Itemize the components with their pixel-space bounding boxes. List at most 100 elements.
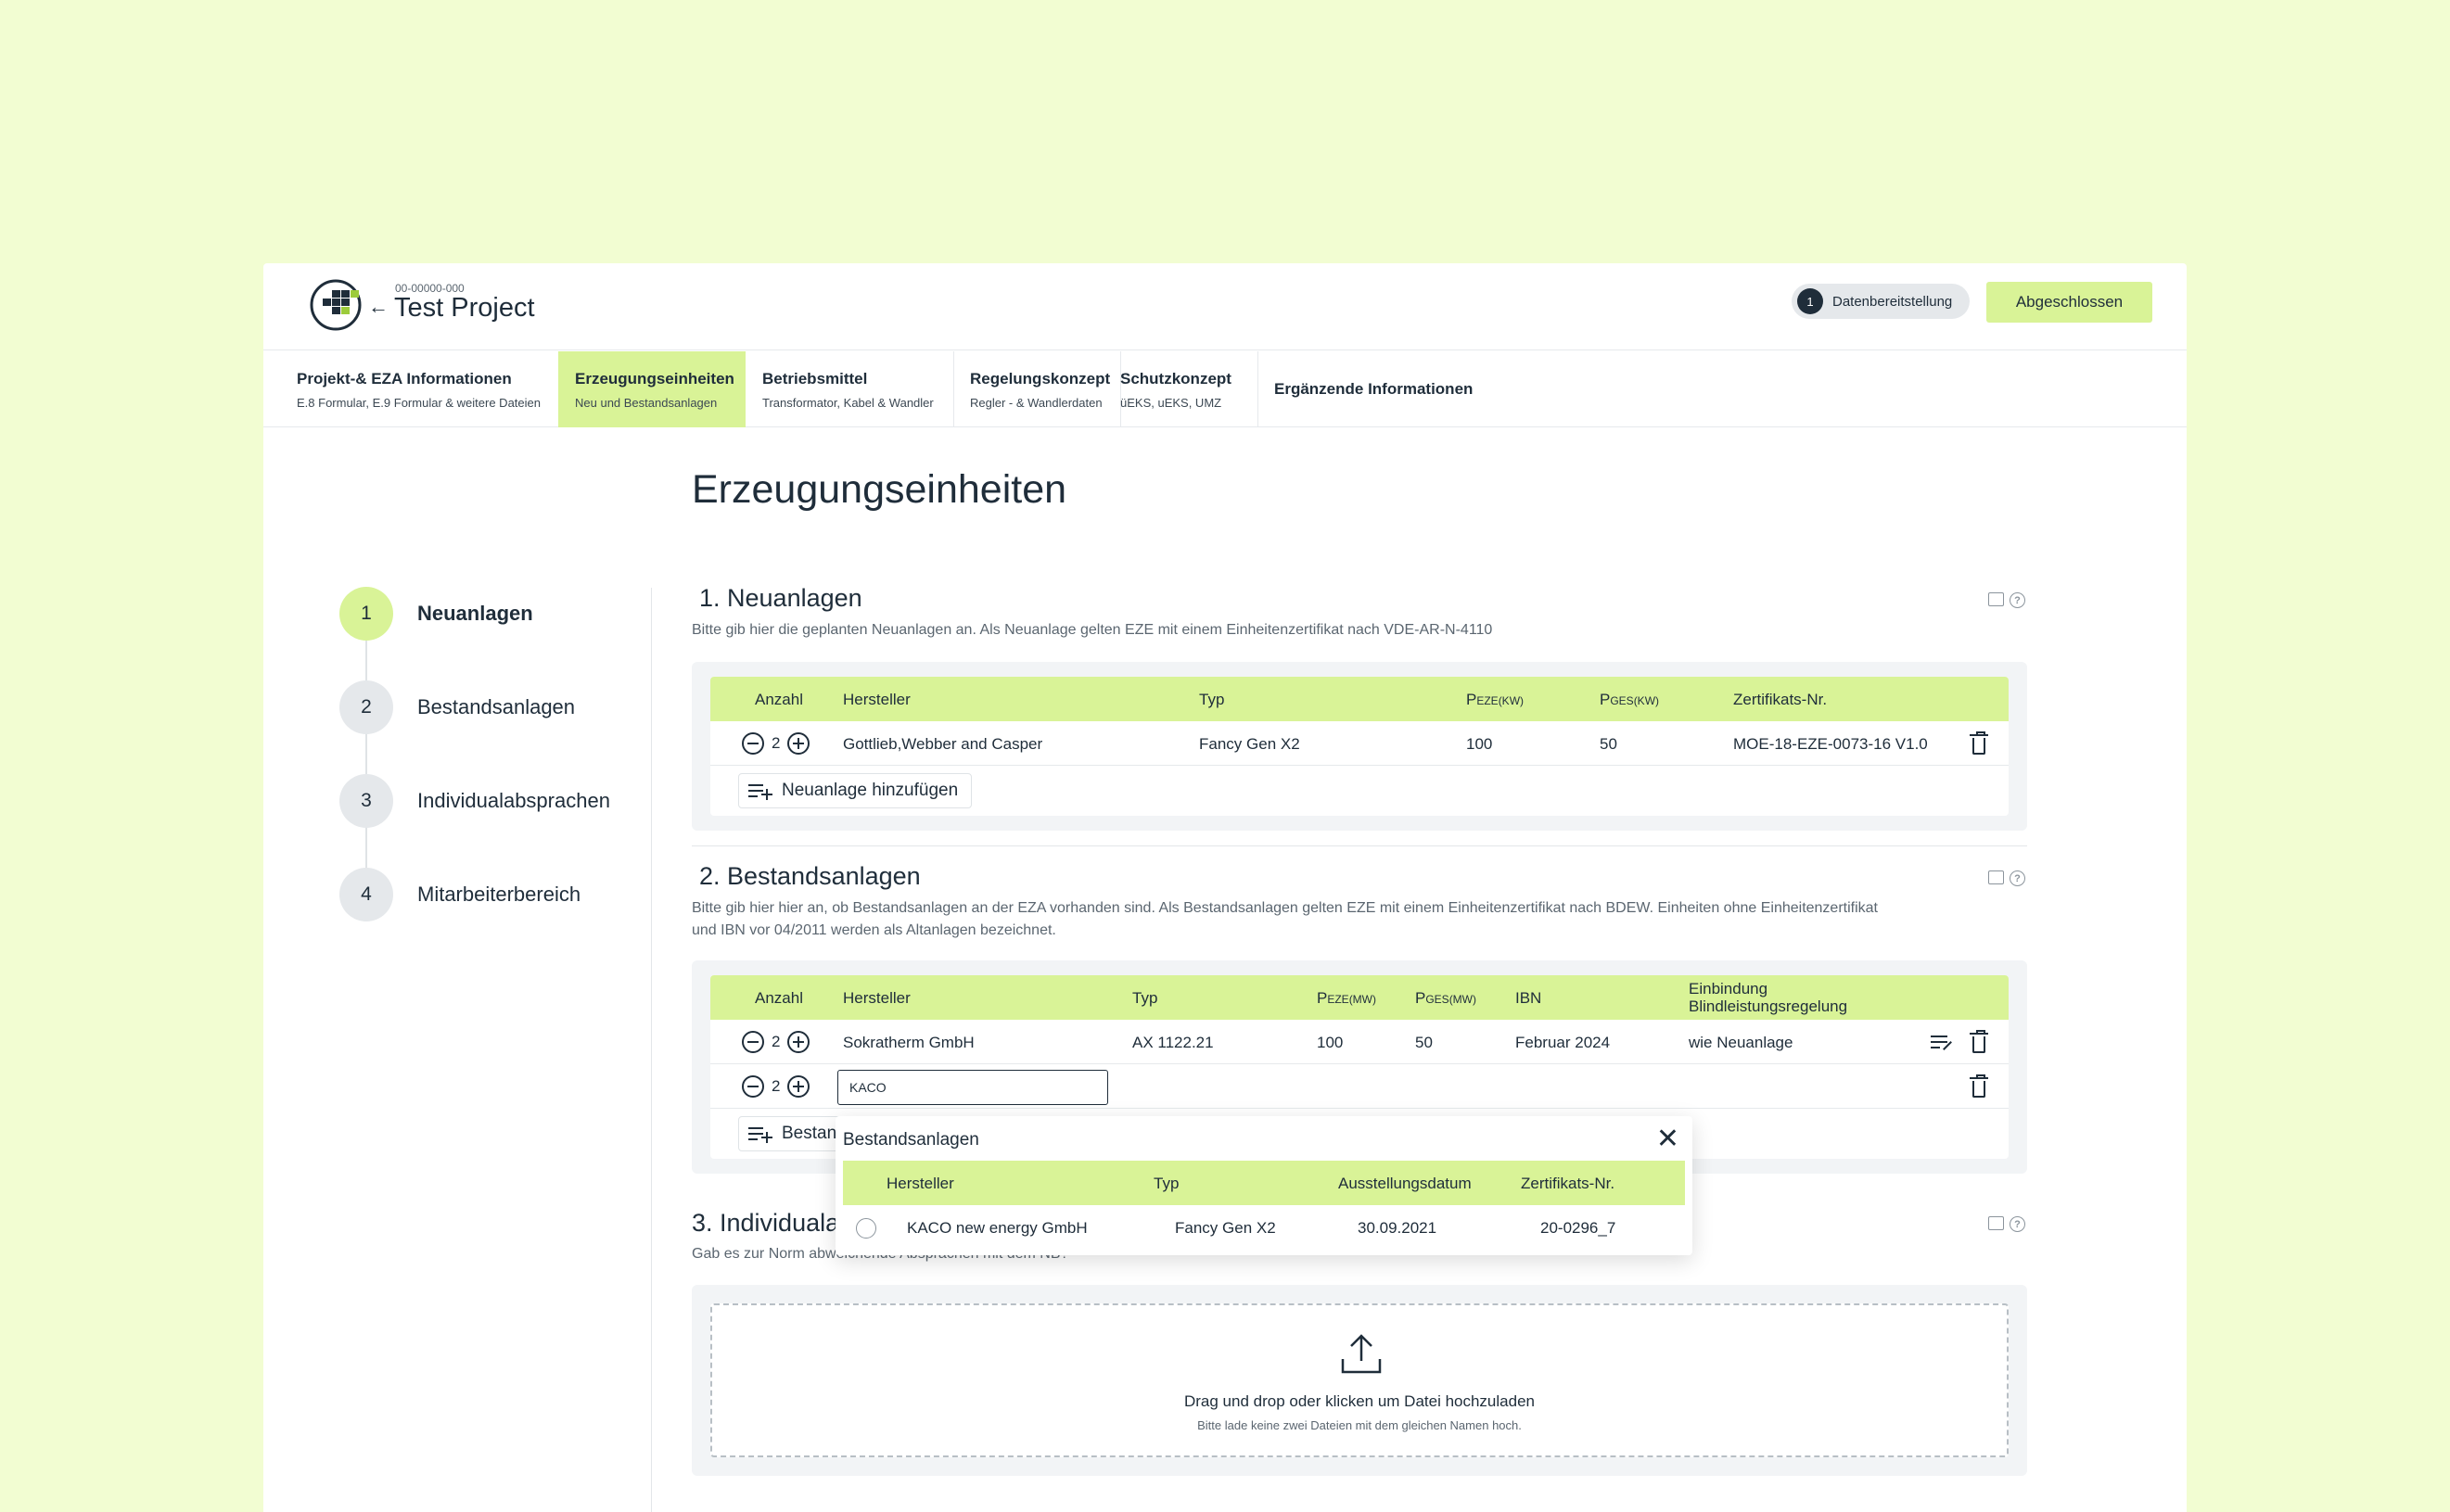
cell-typ: Fancy Gen X2: [1199, 735, 1300, 753]
table-row: 2 Gottlieb,Webber and Casper Fancy Gen X…: [710, 721, 2009, 766]
cell-peze: 100: [1317, 1034, 1344, 1051]
status-label: Datenbereitstellung: [1832, 293, 1953, 310]
step-number: 3: [339, 774, 393, 828]
bestandsanlagen-popup: Bestandsanlagen ✕ Hersteller Typ Ausstel…: [836, 1116, 1692, 1255]
tab-schutzkonzept[interactable]: Schutzkonzept üEKS, uEKS, UMZ: [1120, 351, 1278, 427]
tab-projekt-eza[interactable]: Projekt-& EZA Informationen E.8 Formular…: [263, 351, 558, 427]
step-neuanlagen[interactable]: 1 Neuanlagen: [339, 587, 533, 641]
step-number: 4: [339, 868, 393, 921]
minus-icon[interactable]: [742, 732, 764, 755]
add-button-label: Neuanlage hinzufügen: [782, 781, 959, 800]
minus-icon[interactable]: [742, 1031, 764, 1053]
sidebar-divider: [651, 588, 652, 1512]
help-icon[interactable]: ?: [2010, 592, 2025, 608]
quantity-stepper: 2: [742, 1075, 810, 1098]
step-label: Individualabsprachen: [417, 789, 610, 812]
comment-icon[interactable]: [1988, 870, 2004, 884]
cell-einbindung: wie Neuanlage: [1689, 1034, 1793, 1051]
step-bestandsanlagen[interactable]: 2 Bestandsanlagen: [339, 680, 575, 734]
tab-ergaenzende-informationen[interactable]: Ergänzende Informationen: [1257, 351, 1499, 427]
popup-table-header: Hersteller Typ Ausstellungsdatum Zertifi…: [843, 1161, 1685, 1205]
column-header: Hersteller: [843, 989, 911, 1007]
completed-button[interactable]: Abgeschlossen: [1986, 282, 2152, 323]
section-description-neuanlagen: Bitte gib hier die geplanten Neuanlagen …: [692, 622, 1493, 638]
column-header: Anzahl: [755, 989, 803, 1007]
section-actions: ?: [1988, 870, 2029, 889]
edit-list-icon[interactable]: [1931, 1034, 1953, 1050]
tab-betriebsmittel[interactable]: Betriebsmittel Transformator, Kabel & Wa…: [746, 351, 953, 427]
help-icon[interactable]: ?: [2010, 870, 2025, 886]
popup-result-row[interactable]: KACO new energy GmbH Fancy Gen X2 30.09.…: [843, 1205, 1685, 1250]
hersteller-search-input[interactable]: [837, 1070, 1108, 1105]
cell-hersteller: KACO new energy GmbH: [907, 1219, 1088, 1237]
tab-separator: [953, 351, 954, 427]
description-line: Bitte gib hier hier an, ob Bestandsanlag…: [692, 900, 1878, 916]
add-list-icon: [748, 782, 772, 800]
comment-icon[interactable]: [1988, 1216, 2004, 1230]
file-dropzone[interactable]: Drag und drop oder klicken um Datei hoch…: [710, 1303, 2009, 1457]
comment-icon[interactable]: [1988, 592, 2004, 606]
upload-instruction: Drag und drop oder klicken um Datei hoch…: [1183, 1392, 1535, 1410]
quantity-stepper: 2: [742, 732, 810, 755]
plus-icon[interactable]: [787, 1031, 810, 1053]
step-mitarbeiterbereich[interactable]: 4 Mitarbeiterbereich: [339, 868, 581, 921]
step-label: Bestandsanlagen: [417, 695, 576, 718]
step-label: Neuanlagen: [417, 602, 533, 625]
column-header: Typ: [1132, 989, 1158, 1007]
column-header-einbindung: Einbindung Blindleistungsregelung: [1689, 980, 1848, 1015]
popup-title: Bestandsanlagen: [843, 1130, 979, 1150]
minus-icon[interactable]: [742, 1075, 764, 1098]
cell-pges: 50: [1600, 735, 1617, 753]
tab-subtitle: Transformator, Kabel & Wandler: [762, 396, 934, 410]
cell-zertifikat: MOE-18-EZE-0073-16 V1.0: [1733, 735, 1928, 753]
step-label: Mitarbeiterbereich: [417, 883, 581, 906]
stepper-line: [365, 634, 367, 912]
plus-icon[interactable]: [787, 732, 810, 755]
column-header: Typ: [1199, 691, 1225, 708]
plus-icon[interactable]: [787, 1075, 810, 1098]
project-title: Test Project: [394, 293, 535, 323]
section-title-bestandsanlagen: 2. Bestandsanlagen: [699, 862, 921, 890]
tab-regelungskonzept[interactable]: Regelungskonzept Regler - & Wandlerdaten: [953, 351, 1120, 427]
help-icon[interactable]: ?: [2010, 1216, 2025, 1232]
table-header: Anzahl Hersteller Typ PEZE(MW) PGES(MW) …: [710, 975, 2009, 1020]
trash-icon[interactable]: [1970, 1030, 1988, 1053]
add-neuanlage-button[interactable]: Neuanlage hinzufügen: [738, 773, 973, 808]
company-logo-icon: [310, 279, 362, 331]
column-header: Zertifikats-Nr.: [1733, 691, 1828, 708]
step-individualabsprachen[interactable]: 3 Individualabsprachen: [339, 774, 610, 828]
trash-icon[interactable]: [1970, 731, 1988, 755]
cell-ibn: Februar 2024: [1515, 1034, 1611, 1051]
close-icon[interactable]: ✕: [1655, 1124, 1679, 1154]
column-header: Ausstellungsdatum: [1338, 1175, 1472, 1192]
cell-typ: AX 1122.21: [1132, 1034, 1214, 1051]
tab-separator: [1257, 351, 1258, 427]
upload-panel: Drag und drop oder klicken um Datei hoch…: [692, 1285, 2027, 1476]
trash-icon[interactable]: [1970, 1074, 1988, 1098]
quantity-value: 2: [772, 734, 781, 752]
tab-title: Erzeugungseinheiten: [575, 370, 734, 388]
cell-typ: Fancy Gen X2: [1175, 1219, 1276, 1237]
tab-title: Ergänzende Informationen: [1274, 380, 1474, 398]
step-number: 2: [339, 680, 393, 734]
neuanlagen-table: Anzahl Hersteller Typ PEZE(KW) PGES(KW) …: [710, 677, 2009, 816]
section-actions: ?: [1988, 592, 2029, 611]
select-radio[interactable]: [856, 1218, 876, 1239]
column-header-peze: PEZE(KW): [1466, 691, 1525, 708]
tab-bar: Projekt-& EZA Informationen E.8 Formular…: [263, 351, 2187, 427]
cell-peze: 100: [1466, 735, 1493, 753]
tab-title: Regelungskonzept: [970, 370, 1111, 388]
tab-erzeugungseinheiten[interactable]: Erzeugungseinheiten Neu und Bestandsanla…: [558, 351, 746, 427]
cell-datum: 30.09.2021: [1358, 1219, 1437, 1237]
column-header-pges: PGES(KW): [1600, 691, 1660, 708]
column-header: Typ: [1154, 1175, 1180, 1192]
back-arrow-icon[interactable]: ←: [368, 295, 389, 318]
add-list-icon: [748, 1125, 772, 1143]
column-header: Hersteller: [843, 691, 911, 708]
tab-subtitle: Regler - & Wandlerdaten: [970, 396, 1103, 410]
column-header: Hersteller: [887, 1175, 954, 1192]
main-card: ← 00-00000-000 Test Project 1 Datenberei…: [263, 263, 2187, 1512]
tab-subtitle: E.8 Formular, E.9 Formular & weitere Dat…: [297, 396, 541, 410]
tab-title: Projekt-& EZA Informationen: [297, 370, 512, 388]
neuanlagen-panel: Anzahl Hersteller Typ PEZE(KW) PGES(KW) …: [692, 662, 2027, 831]
